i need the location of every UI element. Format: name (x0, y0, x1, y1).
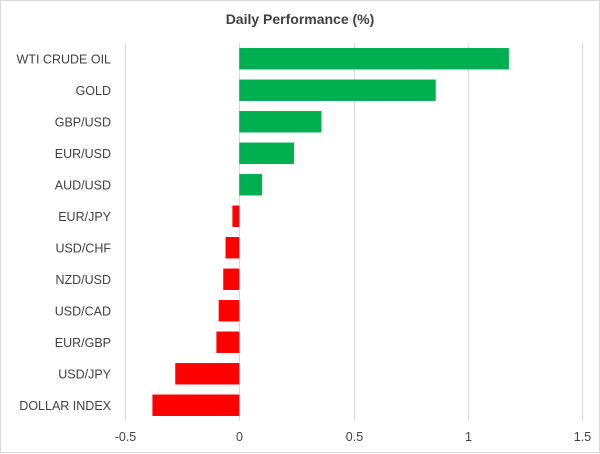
bar (239, 142, 295, 164)
bar (225, 237, 240, 259)
category-label: EUR/USD (55, 147, 111, 161)
category-label: GBP/USD (55, 115, 111, 129)
bar (218, 300, 240, 322)
x-tick-label: -0.5 (115, 430, 137, 444)
category-label: EUR/JPY (58, 210, 111, 224)
category-label: USD/CHF (55, 241, 111, 255)
x-tick-label: 1 (465, 430, 472, 444)
category-label: DOLLAR INDEX (19, 399, 111, 413)
category-label: GOLD (76, 84, 111, 98)
bar (175, 363, 240, 385)
bar (152, 394, 240, 416)
chart-title: Daily Performance (%) (225, 11, 375, 27)
x-tick-label: 1.5 (574, 430, 591, 444)
bar (239, 48, 509, 70)
x-tick-label: 0.5 (346, 430, 363, 444)
bar (223, 268, 240, 290)
bar (239, 111, 322, 133)
category-label: USD/CAD (55, 304, 111, 318)
bar (216, 331, 240, 353)
category-label: AUD/USD (55, 178, 111, 192)
category-label: EUR/GBP (55, 336, 111, 350)
bar (239, 79, 436, 101)
bar (239, 174, 263, 196)
x-tick-label: 0 (236, 430, 243, 444)
category-label: USD/JPY (58, 367, 111, 381)
category-label: WTI CRUDE OIL (17, 52, 111, 66)
bar (232, 205, 240, 227)
category-label: NZD/USD (55, 273, 111, 287)
